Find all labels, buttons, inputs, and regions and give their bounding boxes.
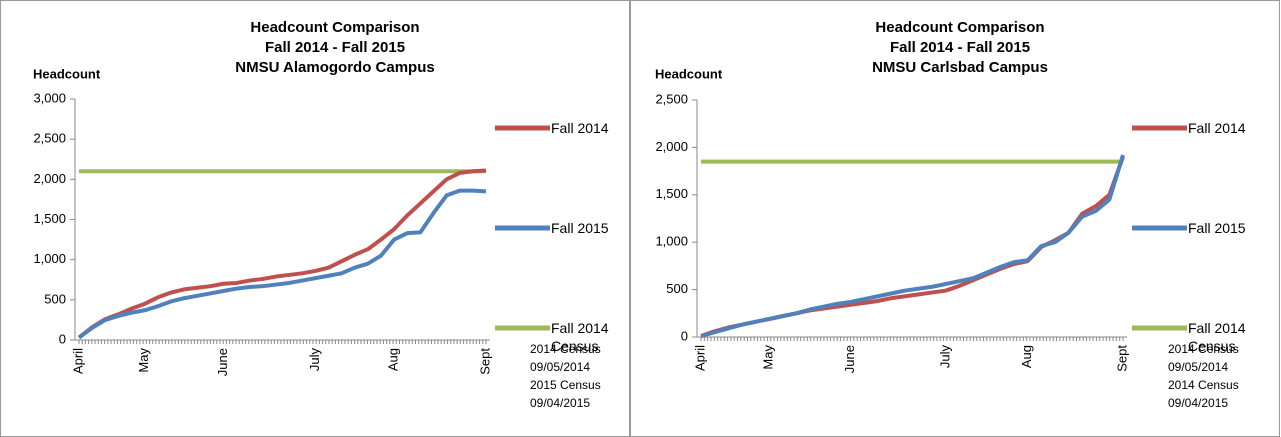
y-tick-label: 0 xyxy=(681,328,688,343)
legend-entry: Fall 2014 Census xyxy=(551,320,609,354)
y-tick-label: 1,500 xyxy=(33,211,66,226)
y-tick-label: 0 xyxy=(59,331,66,346)
legend-entry: Fall 2015 xyxy=(1188,220,1246,236)
y-axis-label: Headcount xyxy=(33,66,101,81)
census-note: 09/04/2015 xyxy=(530,396,590,410)
census-note: 09/05/2014 xyxy=(530,360,590,374)
census-note: 09/04/2015 xyxy=(1168,396,1228,410)
legend-label: Fall 2014 xyxy=(1188,120,1246,136)
census-note: 2014 Census xyxy=(530,342,601,356)
legend-label: Fall 2015 xyxy=(551,220,609,236)
chart-title: Fall 2014 - Fall 2015 xyxy=(890,39,1030,56)
x-tick-label: May xyxy=(761,345,776,370)
x-tick-label: Sept xyxy=(1114,345,1129,372)
y-tick-label: 1,000 xyxy=(655,234,688,249)
x-tick-label: May xyxy=(136,348,151,373)
series-line xyxy=(700,154,1125,338)
legend-entry: Fall 2014 Census xyxy=(1188,320,1246,354)
series-line xyxy=(700,156,1125,338)
chart-title: NMSU Alamogordo Campus xyxy=(235,59,434,76)
series-line xyxy=(77,168,487,340)
legend-label: Fall 2014 xyxy=(551,120,609,136)
x-tick-label: June xyxy=(215,348,230,376)
legend-entry: Fall 2014 xyxy=(551,120,609,136)
series-line xyxy=(77,188,487,340)
y-tick-label: 1,500 xyxy=(655,186,688,201)
x-tick-label: Aug xyxy=(386,348,401,371)
chart-title: Fall 2014 - Fall 2015 xyxy=(265,39,405,56)
y-tick-label: 2,000 xyxy=(655,139,688,154)
chart-title: NMSU Carlsbad Campus xyxy=(872,59,1048,76)
x-tick-label: June xyxy=(842,345,857,373)
y-tick-label: 1,000 xyxy=(33,251,66,266)
x-tick-label: April xyxy=(70,348,85,374)
census-note: 2014 Census xyxy=(1168,378,1239,392)
census-note: 2015 Census xyxy=(530,378,601,392)
y-tick-label: 500 xyxy=(666,281,688,296)
legend-label: Fall 2015 xyxy=(1188,220,1246,236)
x-tick-label: July xyxy=(307,348,322,372)
y-tick-label: 3,000 xyxy=(33,90,66,105)
y-axis-label: Headcount xyxy=(655,66,723,81)
y-tick-label: 500 xyxy=(44,291,66,306)
legend-entry: Fall 2014 xyxy=(1188,120,1246,136)
x-tick-label: July xyxy=(937,345,952,369)
y-tick-label: 2,000 xyxy=(33,171,66,186)
census-note: 2014 Census xyxy=(1168,342,1239,356)
legend-label: Fall 2014 Census xyxy=(1188,320,1246,354)
legend-label: Fall 2014 Census xyxy=(551,320,609,354)
y-tick-label: 2,500 xyxy=(33,131,66,146)
x-tick-label: Sept xyxy=(477,348,492,375)
x-tick-label: April xyxy=(692,345,707,371)
chart-title: Headcount Comparison xyxy=(250,19,419,36)
legend-entry: Fall 2015 xyxy=(551,220,609,236)
chart-title: Headcount Comparison xyxy=(875,19,1044,36)
y-tick-label: 2,500 xyxy=(655,91,688,106)
census-note: 09/05/2014 xyxy=(1168,360,1228,374)
x-tick-label: Aug xyxy=(1019,345,1034,368)
